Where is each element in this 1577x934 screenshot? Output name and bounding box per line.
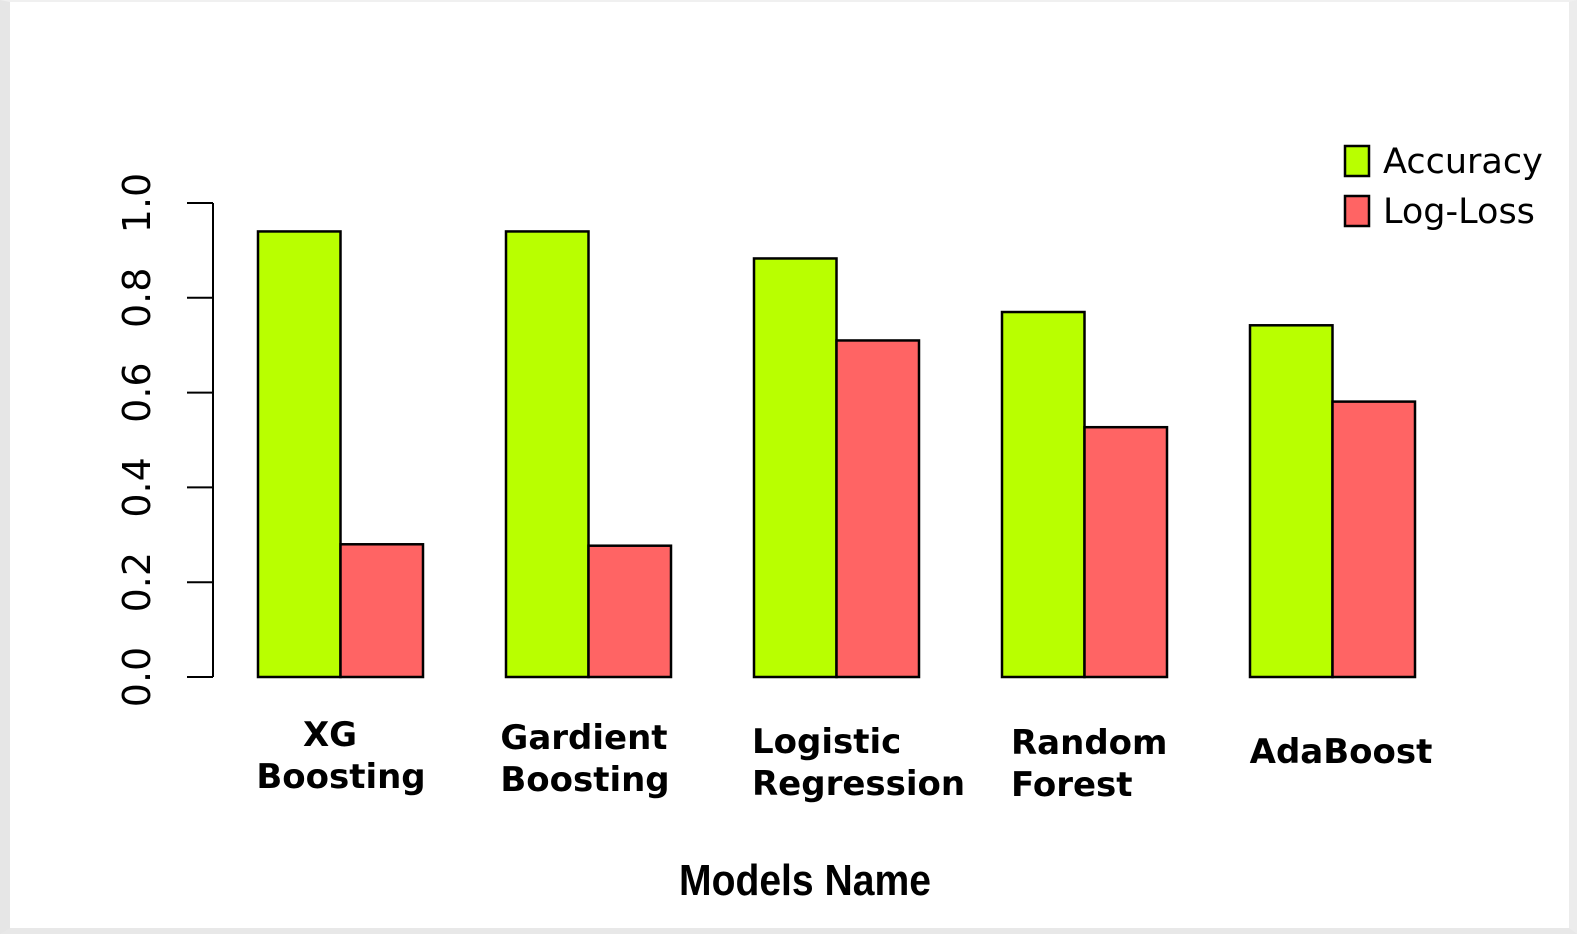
y-tick-label: 0.0 xyxy=(115,647,159,707)
y-tick-label: 0.4 xyxy=(115,457,159,517)
bar-log-loss xyxy=(1331,400,1417,679)
y-tick-label: 0.6 xyxy=(115,362,159,422)
category-label: Boosting xyxy=(500,760,669,800)
y-tick-label: 0.2 xyxy=(115,552,159,612)
bar-accuracy xyxy=(504,230,590,679)
legend-label: Log-Loss xyxy=(1383,192,1535,232)
bar-accuracy xyxy=(256,230,342,679)
x-axis-title: Models Name xyxy=(679,856,931,905)
category-label: XG xyxy=(303,715,357,755)
y-tick-label: 1.0 xyxy=(115,173,159,233)
y-tick-label: 0.8 xyxy=(115,268,159,328)
x-axis-category-labels: XGBoostingGardientBoostingLogisticRegres… xyxy=(256,715,1432,805)
bar-log-loss xyxy=(835,339,921,679)
legend-label: Accuracy xyxy=(1383,142,1543,182)
bar-accuracy xyxy=(1000,310,1086,679)
category-label: Logistic xyxy=(752,722,901,762)
y-axis: 0.0 0.2 0.4 0.6 0.8 1.0 xyxy=(115,173,214,707)
category-label: Boosting xyxy=(256,757,425,797)
category-label: Gardient xyxy=(500,718,667,758)
category-label: Random xyxy=(1011,723,1167,763)
category-label: Regression xyxy=(752,764,965,804)
bar-accuracy xyxy=(1248,324,1334,679)
bar-log-loss xyxy=(587,544,673,679)
bars xyxy=(256,230,1417,679)
bar-accuracy xyxy=(752,257,838,679)
category-label: Forest xyxy=(1011,765,1133,805)
legend: Accuracy Log-Loss xyxy=(1343,142,1543,232)
bar-log-loss xyxy=(339,543,425,679)
category-label: AdaBoost xyxy=(1250,732,1433,772)
bar-log-loss xyxy=(1083,425,1169,679)
legend-swatch xyxy=(1343,144,1371,178)
legend-swatch xyxy=(1343,194,1371,228)
